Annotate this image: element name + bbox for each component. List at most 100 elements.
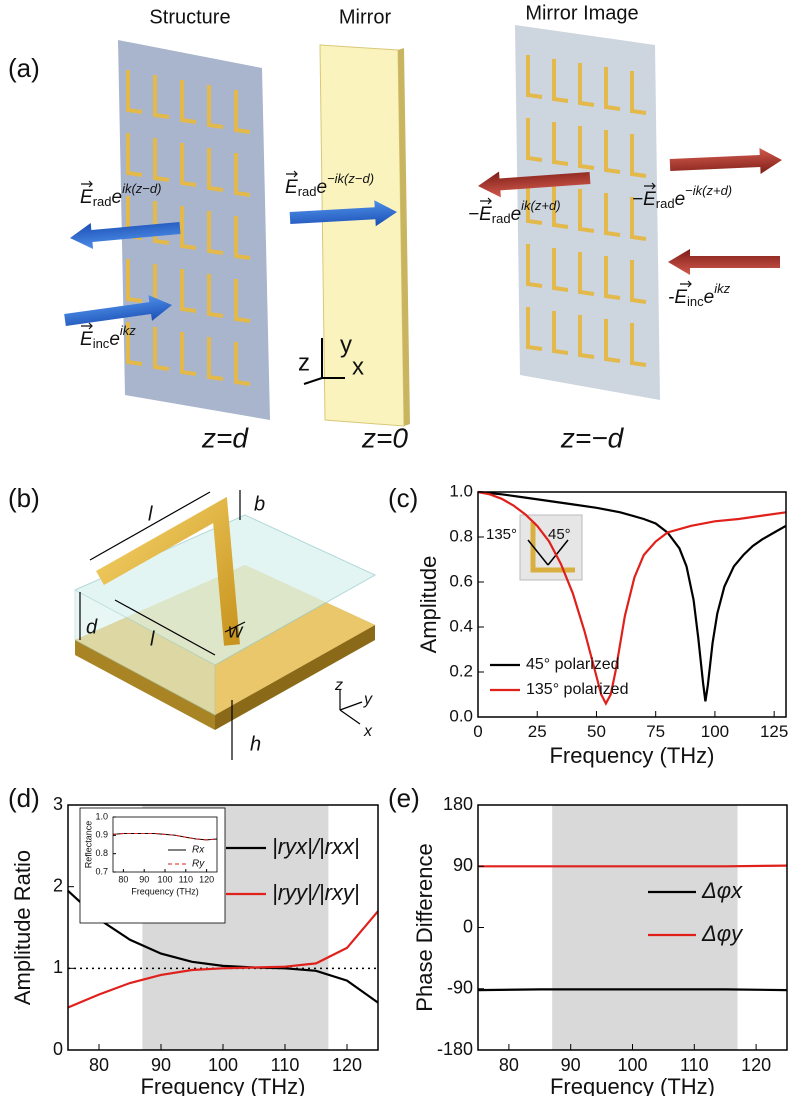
inset-label: 45° [548,526,571,543]
l-resonator [604,130,621,174]
l-resonator [207,211,224,255]
heading: Mirror [339,6,392,28]
field-expression: −Eradeik(z+d) [468,198,561,226]
l-resonator [604,256,621,300]
field-sub: inc [93,336,110,351]
l-resonator [180,269,197,313]
l-resonator [526,118,543,162]
field-arrow [64,295,173,326]
dimension-label: d [86,616,98,638]
axis-letter: z [334,677,343,694]
x-tick-label: 125 [760,722,788,741]
legend-label: Δφy [701,921,744,946]
vector-arrow [680,280,692,288]
l-resonator [578,63,595,107]
l-resonator [180,143,197,187]
arrows [64,147,782,326]
l-resonator [630,260,647,304]
legend-label: |ryx|/|rxx| [272,834,360,859]
l-resonator [552,122,569,166]
series-line [477,988,788,992]
field-base: e [511,204,522,225]
x-tick-label: 80 [118,874,128,884]
axis-letter: x [352,353,364,380]
dimension-label: h [250,733,261,755]
panel-label: (a) [8,53,40,83]
l-resonator [234,90,251,134]
panel-label: (d) [8,783,40,813]
field-sub: rad [492,211,511,226]
field-sub: rad [656,196,675,211]
x-tick-label: 100 [208,1055,238,1075]
l-resonator [604,319,621,363]
l-resonator [153,138,170,182]
l-resonator [180,332,197,376]
y-axis-title: Reflectance [83,821,93,869]
l-grid [126,55,647,386]
l-resonator [578,315,595,359]
field-sup: ik(z+d) [521,198,560,213]
l-resonator [234,153,251,197]
vector-arrow [480,197,492,205]
x-tick-label: 25 [528,722,547,741]
l-resonator [526,55,543,99]
field-expression: Eradeik(z−d) [80,181,161,209]
x-tick-label: 0 [473,722,482,741]
field-vector: E [479,204,492,225]
l-resonator [552,311,569,355]
x-tick-label: 110 [179,874,193,884]
inset-label: 135° [486,526,517,543]
image-plate [515,25,660,400]
field-base: e [111,187,122,208]
dimension-label: b [254,493,265,515]
y-tick-label: 0 [463,916,473,936]
x-axis-title: Frequency (THz) [140,1074,305,1096]
series-line [477,490,787,702]
field-sign: − [468,204,479,225]
y-axis-title: Amplitude [416,556,441,654]
l-resonator [630,197,647,241]
field-arrow [668,249,780,275]
l-resonator [234,216,251,260]
plot-frame [477,491,787,718]
field-sup: −ik(z−d) [327,171,374,186]
legend-label: 135° polarized [526,681,628,698]
y-tick-label: 0.4 [449,616,473,635]
field-sign: − [632,189,643,210]
series-line [67,910,379,1009]
x-tick-label: 120 [199,874,214,884]
field-sup: ikz [120,323,136,338]
x-axis-title: Frequency (THz) [131,886,199,896]
vector-arrow [81,322,93,330]
l-resonator [207,274,224,318]
y-tick-label: 90 [453,855,473,875]
l-resonator [630,134,647,178]
field-base: e [316,177,327,198]
field-arrow [478,171,591,198]
series-line [67,889,379,1004]
x-axis-title: Frequency (THz) [550,1074,715,1096]
field-vector: E [80,187,93,208]
series-line [478,864,788,868]
x-tick-label: 100 [157,874,172,884]
mirror-edge [398,48,410,426]
x-tick-label: 90 [151,1055,171,1075]
x-tick-label: 110 [680,1055,709,1075]
dimension-label: l [150,628,155,650]
y-tick-label: 0.0 [449,706,473,725]
l-resonator [207,337,224,381]
l-resonator [153,75,170,119]
field-expression: Erade−ik(z−d) [285,171,374,199]
vector-arrow [644,182,656,190]
x-tick-label: 75 [646,722,665,741]
x-tick-label: 120 [741,1055,771,1075]
x-tick-label: 120 [332,1055,362,1075]
field-vector: E [285,177,298,198]
field-expression: −Erade−ik(z+d) [632,183,732,211]
y-tick-label: 1 [53,957,63,977]
panel-label: (e) [388,783,420,813]
field-base: e [675,189,686,210]
field-sub: rad [298,184,317,199]
legend-label: Δφx [701,878,743,903]
